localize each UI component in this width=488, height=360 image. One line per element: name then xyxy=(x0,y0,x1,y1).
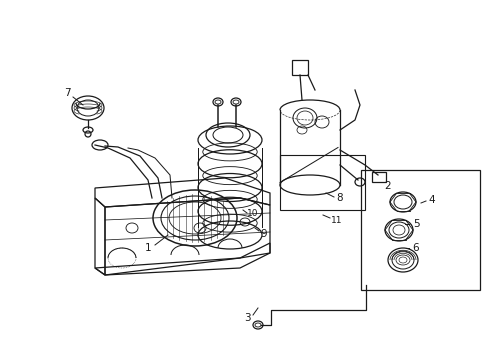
Text: 5: 5 xyxy=(412,219,418,229)
Text: 4: 4 xyxy=(428,195,434,205)
Text: 6: 6 xyxy=(412,243,418,253)
Text: 1: 1 xyxy=(144,243,151,253)
Text: 9: 9 xyxy=(260,229,267,239)
Bar xyxy=(371,172,385,182)
Text: 8: 8 xyxy=(336,193,343,203)
Bar xyxy=(280,155,364,210)
Text: 2: 2 xyxy=(384,181,390,191)
Bar xyxy=(360,170,479,290)
Bar xyxy=(291,60,307,75)
Text: 11: 11 xyxy=(330,216,342,225)
Text: 7: 7 xyxy=(63,88,70,98)
Text: 3: 3 xyxy=(243,313,250,323)
Text: 10: 10 xyxy=(247,208,258,217)
